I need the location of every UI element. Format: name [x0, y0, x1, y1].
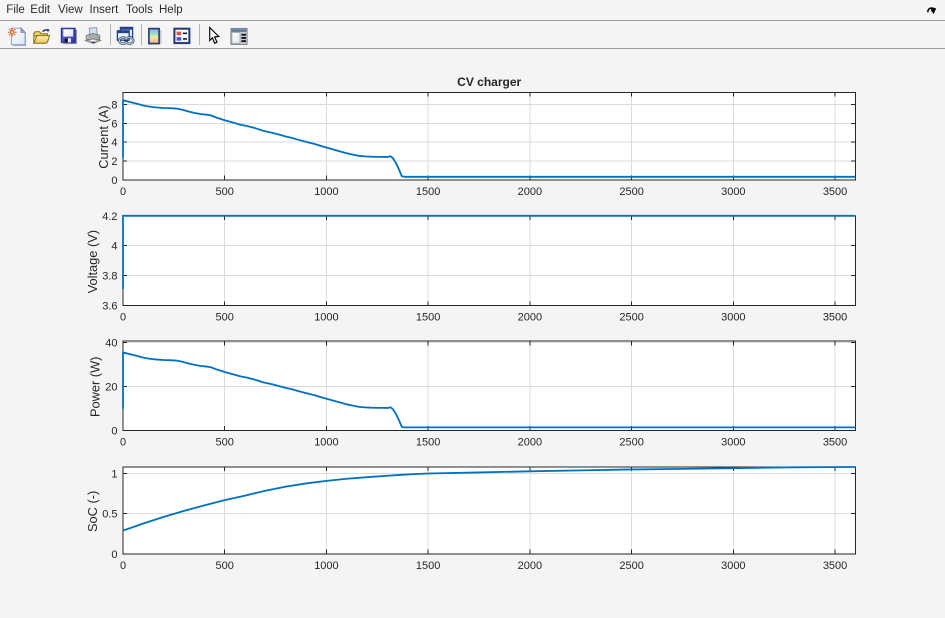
svg-text:Power (W): Power (W): [88, 357, 103, 417]
svg-text:40: 40: [105, 337, 117, 349]
svg-text:8: 8: [111, 99, 117, 111]
svg-text:4: 4: [111, 137, 117, 149]
svg-text:0: 0: [111, 549, 117, 561]
svg-text:Current (A): Current (A): [96, 106, 111, 169]
svg-text:500: 500: [216, 312, 234, 324]
svg-text:6: 6: [111, 118, 117, 130]
svg-text:1500: 1500: [416, 437, 440, 449]
svg-text:1500: 1500: [416, 186, 440, 198]
svg-text:20: 20: [105, 381, 117, 393]
svg-text:3000: 3000: [721, 186, 745, 198]
svg-text:0.5: 0.5: [102, 509, 117, 521]
svg-text:3500: 3500: [823, 560, 847, 572]
svg-text:3000: 3000: [721, 312, 745, 324]
svg-text:3000: 3000: [721, 560, 745, 572]
svg-text:500: 500: [216, 186, 234, 198]
svg-text:2000: 2000: [518, 560, 542, 572]
svg-text:2000: 2000: [518, 312, 542, 324]
svg-text:500: 500: [216, 437, 234, 449]
svg-text:0: 0: [111, 175, 117, 187]
svg-text:4: 4: [111, 241, 117, 253]
svg-text:CV charger: CV charger: [457, 75, 521, 89]
svg-text:2500: 2500: [619, 560, 643, 572]
svg-text:2500: 2500: [619, 186, 643, 198]
svg-text:0: 0: [120, 186, 126, 198]
svg-text:3.8: 3.8: [102, 271, 117, 283]
svg-text:2500: 2500: [619, 312, 643, 324]
svg-text:3500: 3500: [823, 186, 847, 198]
svg-text:4.2: 4.2: [102, 211, 117, 223]
svg-text:1000: 1000: [314, 186, 338, 198]
svg-text:3500: 3500: [823, 437, 847, 449]
svg-text:2: 2: [111, 156, 117, 168]
svg-text:500: 500: [216, 560, 234, 572]
svg-text:1000: 1000: [314, 437, 338, 449]
svg-text:0: 0: [120, 312, 126, 324]
svg-text:1500: 1500: [416, 560, 440, 572]
svg-text:1: 1: [111, 468, 117, 480]
svg-text:3500: 3500: [823, 312, 847, 324]
svg-text:2000: 2000: [518, 186, 542, 198]
svg-text:1000: 1000: [314, 312, 338, 324]
svg-text:2000: 2000: [518, 437, 542, 449]
svg-text:Voltage (V): Voltage (V): [85, 230, 100, 293]
svg-text:2500: 2500: [619, 437, 643, 449]
svg-text:SoC (-): SoC (-): [85, 491, 100, 532]
svg-text:0: 0: [120, 560, 126, 572]
svg-text:3.6: 3.6: [102, 301, 117, 313]
svg-text:0: 0: [111, 425, 117, 437]
svg-text:1500: 1500: [416, 312, 440, 324]
svg-text:0: 0: [120, 437, 126, 449]
svg-text:1000: 1000: [314, 560, 338, 572]
svg-text:3000: 3000: [721, 437, 745, 449]
